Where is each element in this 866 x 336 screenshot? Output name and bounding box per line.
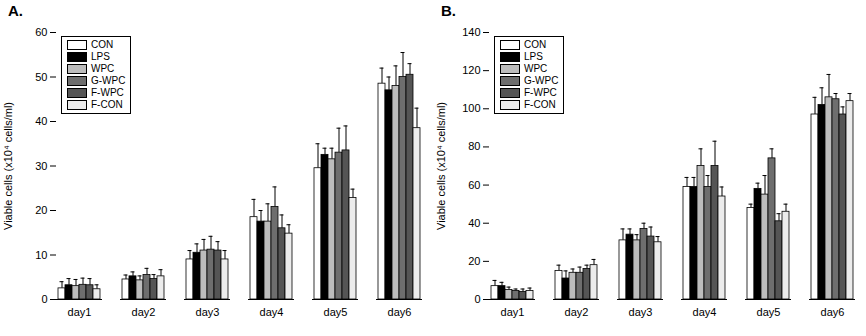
svg-text:day1: day1 — [68, 306, 92, 318]
svg-text:day3: day3 — [196, 306, 220, 318]
svg-text:10: 10 — [35, 249, 47, 261]
html-text:CON: CON — [91, 39, 114, 50]
svg-text:day5: day5 — [757, 306, 781, 318]
svg-text:day4: day4 — [693, 306, 717, 318]
html-text:G-WPC: G-WPC — [91, 75, 126, 86]
svg-text:40: 40 — [35, 115, 47, 127]
svg-text:60: 60 — [35, 26, 47, 38]
html-text:F-WPC: F-WPC — [91, 87, 124, 98]
html-text:A.: A. — [8, 2, 23, 19]
svg-text:day3: day3 — [629, 306, 653, 318]
svg-text:0: 0 — [41, 293, 47, 305]
svg-text:0: 0 — [474, 293, 480, 305]
svg-text:Viable cells (x10⁴ cells/ml): Viable cells (x10⁴ cells/ml) — [2, 102, 14, 230]
html-text:F-CON: F-CON — [91, 99, 123, 110]
svg-text:day2: day2 — [565, 306, 589, 318]
html-text:WPC: WPC — [91, 63, 115, 74]
svg-text:day1: day1 — [501, 306, 525, 318]
svg-text:30: 30 — [35, 160, 47, 172]
svg-text:100: 100 — [462, 102, 480, 114]
svg-text:60: 60 — [468, 179, 480, 191]
html-text:F-CON: F-CON — [524, 99, 556, 110]
html-text:CON: CON — [524, 39, 547, 50]
svg-text:day4: day4 — [260, 306, 284, 318]
svg-text:day2: day2 — [132, 306, 156, 318]
svg-text:Viable cells (x10⁴ cells/ml): Viable cells (x10⁴ cells/ml) — [435, 102, 447, 230]
svg-text:day6: day6 — [388, 306, 412, 318]
html-text:WPC: WPC — [524, 63, 548, 74]
svg-text:140: 140 — [462, 26, 480, 38]
svg-text:40: 40 — [468, 217, 480, 229]
svg-text:50: 50 — [35, 71, 47, 83]
html-text:G-WPC: G-WPC — [524, 75, 559, 86]
html-text:F-WPC: F-WPC — [524, 87, 557, 98]
svg-text:80: 80 — [468, 140, 480, 152]
svg-text:20: 20 — [35, 204, 47, 216]
svg-text:120: 120 — [462, 64, 480, 76]
svg-text:day5: day5 — [324, 306, 348, 318]
svg-text:day6: day6 — [821, 306, 845, 318]
svg-text:20: 20 — [468, 255, 480, 267]
html-text:LPS: LPS — [524, 51, 543, 62]
html-text:B.: B. — [441, 2, 456, 19]
html-text:LPS: LPS — [91, 51, 110, 62]
